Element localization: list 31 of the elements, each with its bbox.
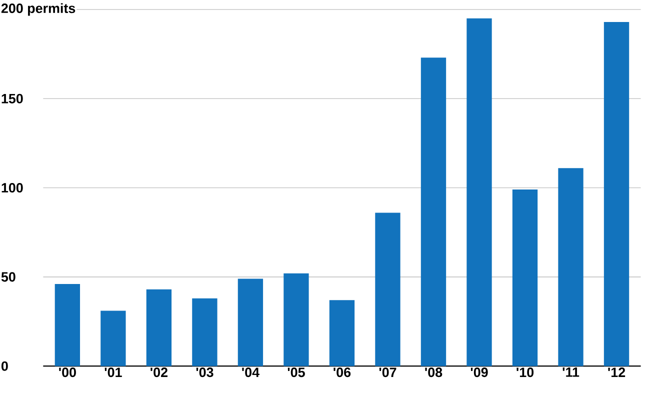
x-tick-label: '07 [379, 368, 396, 378]
bar [420, 58, 446, 366]
x-tick-label: '09 [470, 368, 488, 378]
bar [192, 298, 218, 366]
y-tick-label: 150 [2, 94, 23, 104]
bar [329, 300, 355, 366]
x-tick-label: '04 [242, 368, 260, 378]
x-tick-label: '06 [334, 368, 351, 378]
bar [100, 310, 126, 366]
x-tick-label: '05 [288, 368, 305, 378]
y-tick-label: 100 [2, 183, 23, 193]
x-tick-label: '12 [608, 368, 626, 377]
x-tick-label: '11 [562, 368, 580, 377]
bar [54, 284, 80, 366]
x-tick-label: '08 [425, 368, 442, 378]
y-tick-label: 50 [1, 272, 16, 282]
y-tick-label: 0 [1, 361, 8, 371]
bar [558, 168, 584, 366]
bar [466, 18, 492, 366]
bar [375, 212, 400, 366]
x-tick-label: '10 [516, 368, 534, 378]
x-tick-label: '03 [196, 368, 214, 378]
bar [238, 278, 264, 366]
bar [146, 289, 172, 366]
bar [512, 190, 538, 366]
y-tick-label: 200 permits [1, 3, 76, 16]
x-tick-label: '01 [104, 368, 122, 378]
x-tick-label: '02 [150, 368, 168, 378]
x-tick-label: '00 [59, 368, 76, 378]
bar [604, 22, 630, 366]
bar [284, 273, 309, 366]
